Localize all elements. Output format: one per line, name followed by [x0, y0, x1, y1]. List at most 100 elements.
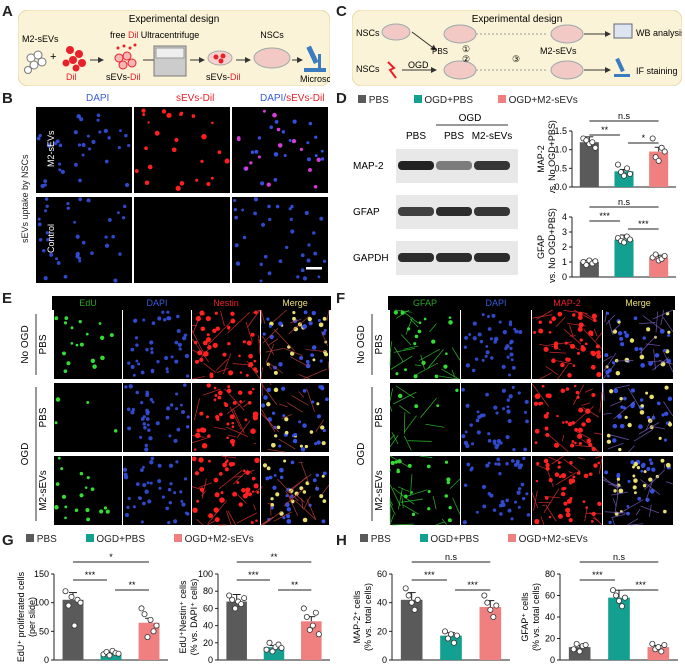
blot-protein-label: GFAP: [353, 207, 380, 218]
group-label-no-ogd: No OGD: [356, 325, 367, 363]
dish-result2-icon: [550, 60, 584, 80]
bar-ogd-m2-sevs: [479, 606, 502, 660]
data-point: [229, 596, 236, 603]
sevs-dil-tube-icon: [207, 50, 233, 66]
y-tick-label: 3: [562, 227, 567, 237]
col-header-nestin: Nestin: [213, 298, 239, 308]
significance-label: ***: [592, 570, 603, 580]
fibers-2-2: [191, 455, 261, 526]
blot-band: [474, 207, 510, 216]
y-tick-label: 20: [377, 626, 387, 636]
data-point: [62, 588, 69, 595]
significance-label: **: [128, 580, 136, 590]
y-tick-label: 1: [562, 257, 567, 267]
sevs-dil2-label: sEVs-Dil: [206, 72, 241, 82]
tile-1-1: [123, 383, 191, 452]
chart-g-nestin: EdU⁺Nestin⁺ cells (% vs. DAPI⁺ cells) 0 20 4…: [178, 552, 330, 664]
wb-label: WB analysis: [636, 28, 682, 38]
y-tick-label: 60: [545, 591, 555, 601]
data-point: [266, 639, 273, 646]
data-point: [573, 640, 580, 647]
dil-label: Dil: [66, 72, 77, 82]
chart-d-map2: MAP-2 (vs. No OGD+PBS)0.00.51.01.5 ***n.s: [536, 111, 676, 193]
panel-h-legend: PBS OGD+PBS OGD+M2-sEVs: [360, 534, 588, 545]
blot-protein-label: MAP-2: [353, 161, 384, 172]
tile-1-1: [461, 383, 531, 452]
col-dapi-header: DAPI: [86, 93, 110, 104]
m2sevs-c-label: M2-sEVs: [540, 46, 577, 56]
fibers-1-2: [191, 388, 257, 445]
data-point: [652, 251, 659, 258]
blot-band: [436, 207, 472, 216]
y-tick-label: 2: [562, 242, 567, 252]
blot-band: [436, 161, 472, 170]
panel-f-micrographs: GFAP DAPI MAP-2 Merge PBS PBS M2-sEVs No OGD OGD: [356, 296, 675, 526]
y-tick-label: 0: [208, 655, 213, 664]
tile-0-2: [192, 310, 260, 379]
data-point: [592, 258, 599, 265]
panel-b-side-label: sEVs uptake by NSCs: [20, 154, 30, 243]
nscs2-label: NSCs: [356, 64, 380, 74]
sevs-dil-label: sEVs-Dil: [106, 72, 141, 82]
data-point: [649, 135, 656, 142]
data-point: [622, 594, 629, 601]
row-m2sevs-label: M2-sEVs: [46, 130, 56, 167]
data-point: [115, 650, 122, 657]
data-point: [661, 641, 668, 648]
tile-1-2: [192, 383, 260, 452]
data-point: [493, 602, 500, 609]
data-point: [658, 648, 665, 655]
y-tick-label: 0: [550, 655, 555, 664]
data-point: [263, 646, 270, 653]
data-point: [454, 632, 461, 639]
tile-0-0: [54, 310, 122, 379]
chart-d-gfap: GFAP (vs. No OGD+PBS) 0 1 2 3 4 *** *** n.s: [536, 197, 676, 283]
data-point: [570, 646, 577, 653]
fibers-1-3: [602, 382, 674, 453]
fibers-1-3: [260, 382, 324, 453]
bar-ogd-m2-sevs: [649, 257, 669, 277]
tile-1-3: [603, 383, 673, 452]
data-point: [445, 635, 452, 642]
row-control-label: Control: [46, 223, 56, 253]
significance-label: *: [642, 133, 646, 143]
panel-letter-b: B: [2, 90, 13, 107]
y-tick-label: 0: [44, 655, 49, 664]
y-tick-label: 150: [34, 569, 49, 579]
y-tick-label: 0: [562, 272, 567, 282]
b-tile-0-1: [134, 107, 230, 193]
b-tile-empty: [134, 197, 230, 283]
fibers-1-2: [531, 383, 603, 453]
blot-band: [474, 161, 510, 170]
microscope-c-icon: [614, 57, 630, 77]
data-point: [405, 592, 412, 599]
y-tick-label: 1.0: [554, 145, 567, 155]
row-label: PBS: [38, 334, 49, 354]
col-sevs-header: sEVs-Dil: [176, 93, 215, 104]
data-point: [71, 622, 78, 629]
b-tile-1-2: [232, 197, 328, 283]
panel-c-title: Experimental design: [472, 14, 563, 25]
data-point: [68, 593, 75, 600]
y-axis-label: EdU⁺ proliferated cells: [16, 571, 26, 662]
panel-letter-g: G: [2, 532, 14, 549]
bar-ogd-m2-sevs: [301, 621, 322, 660]
y-axis-label-sub: (vs. No OGD+PBS): [547, 208, 557, 283]
data-point: [303, 614, 310, 621]
tile-0-1: [123, 310, 191, 379]
significance-label: ***: [599, 211, 610, 221]
data-point: [592, 144, 599, 151]
panel-e: EdU DAPI Nestin Merge PBS PBS M2-sEVs No OGD OGD: [14, 296, 334, 528]
fibers-0-2: [531, 309, 603, 380]
data-point: [582, 641, 589, 648]
bar-pbs: [400, 599, 423, 660]
step1-label: ①: [462, 44, 470, 54]
y-axis-label-sub: (per slide): [27, 597, 37, 637]
data-point: [621, 172, 628, 179]
tile-1-3: [260, 383, 329, 452]
significance-label: n.s: [618, 111, 631, 121]
y-tick-label: 20: [203, 638, 213, 648]
legend-swatch-ogd-m2: [497, 95, 506, 103]
data-point: [576, 648, 583, 655]
nscs-dish-icon: [253, 47, 291, 69]
